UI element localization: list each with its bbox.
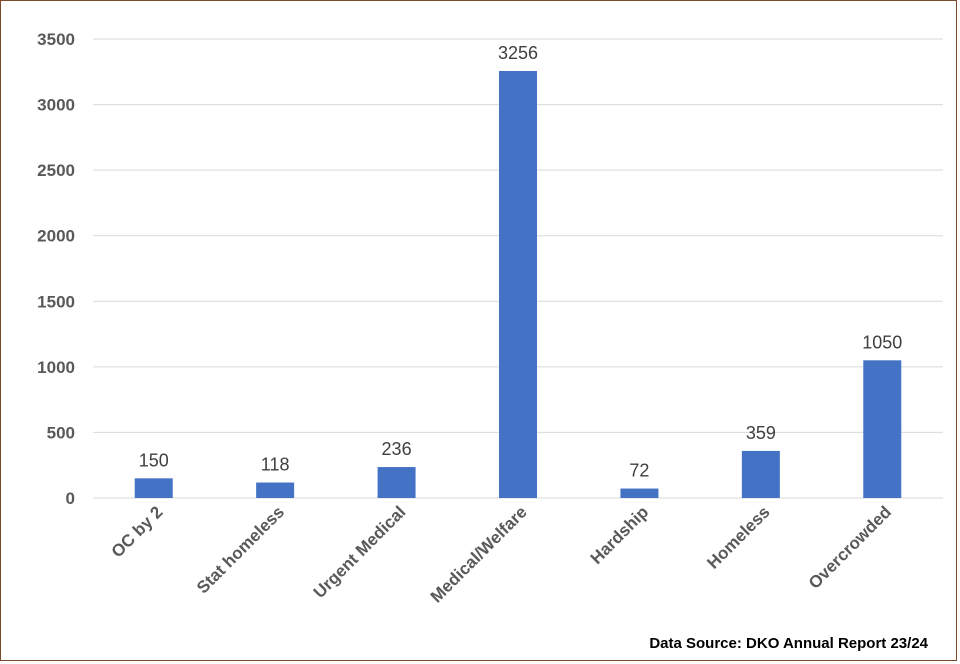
category-label-homeless: Homeless [703, 502, 773, 572]
bar-urgent-medical [377, 467, 416, 498]
category-label-oc-by-2: OC by 2 [108, 502, 167, 561]
y-tick-label-0: 0 [66, 489, 75, 508]
y-tick-label-3000: 3000 [37, 96, 75, 115]
bar-hardship [620, 488, 659, 498]
bar-overcrowded [863, 360, 902, 498]
y-tick-label-2000: 2000 [37, 227, 75, 246]
bar-homeless [741, 450, 780, 498]
category-label-urgent-medical: Urgent Medical [310, 502, 410, 602]
category-label-overcrowded: Overcrowded [805, 502, 895, 592]
data-label-homeless: 359 [746, 423, 776, 443]
bars [134, 70, 902, 499]
data-label-oc-by-2: 150 [139, 450, 169, 470]
category-label-hardship: Hardship [587, 502, 653, 568]
bar-oc-by-2 [134, 478, 173, 498]
category-label-medical-welfare: Medical/Welfare [427, 502, 531, 606]
data-labels: 150 118 236 3256 72 359 1050 [139, 43, 903, 481]
data-label-medical-welfare: 3256 [498, 43, 538, 63]
y-axis-ticks: 0 500 1000 1500 2000 2500 3000 3500 [37, 30, 75, 508]
data-label-urgent-medical: 236 [382, 439, 412, 459]
y-tick-label-1500: 1500 [37, 292, 75, 311]
y-tick-label-2500: 2500 [37, 161, 75, 180]
category-labels: OC by 2 Stat homeless Urgent Medical Medica… [108, 502, 895, 606]
bar-medical-welfare [499, 70, 537, 499]
source-note: Data Source: DKO Annual Report 23/24 [649, 635, 928, 652]
y-tick-label-3500: 3500 [37, 30, 75, 49]
bar-stat-homeless [256, 482, 295, 498]
y-tick-label-1000: 1000 [37, 358, 75, 377]
category-label-stat-homeless: Stat homeless [193, 502, 288, 597]
data-label-stat-homeless: 118 [261, 455, 290, 475]
data-label-hardship: 72 [629, 461, 649, 481]
data-label-overcrowded: 1050 [862, 332, 902, 352]
y-tick-label-500: 500 [47, 423, 75, 442]
